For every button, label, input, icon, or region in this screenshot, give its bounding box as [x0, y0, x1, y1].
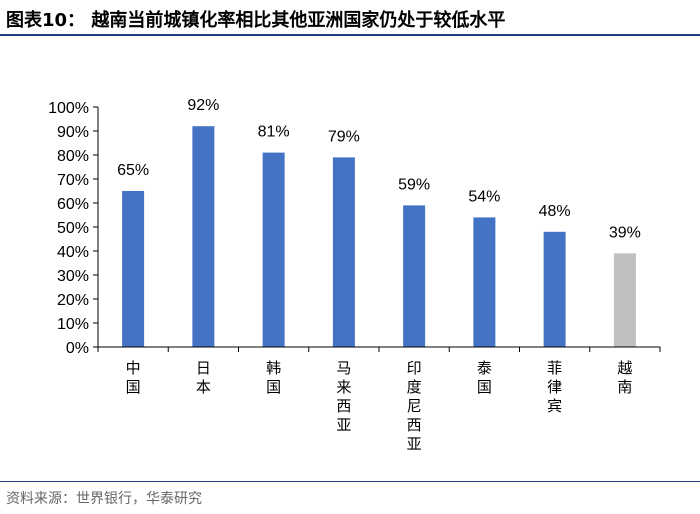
x-axis: 中国 日本 韩国 马来西亚 印度尼西亚 泰国 菲律宾 越南 [97, 346, 661, 453]
data-label: 54% [468, 188, 500, 205]
y-tick-label: 60% [57, 196, 89, 213]
x-category-label: 印度尼西亚 [407, 359, 422, 453]
x-category-label: 菲律宾 [547, 359, 562, 415]
y-tick-label: 80% [57, 148, 89, 165]
y-axis: 0% 10% 20% 30% 40% 50% 60% 70% 80% 90% 100% [48, 100, 99, 357]
bar [403, 205, 426, 347]
data-labels: 65% 92% 81% 79% 59% 54% 48% 39% [117, 97, 641, 241]
y-tick-label: 100% [48, 100, 89, 117]
y-tick-label: 0% [66, 340, 89, 357]
data-label: 48% [539, 203, 571, 220]
bar [543, 231, 566, 347]
data-label: 39% [609, 224, 641, 241]
bar-chart: 0% 10% 20% 30% 40% 50% 60% 70% 80% 90% 100% 65% 92%… [48, 97, 661, 453]
x-category-label: 韩国 [266, 359, 281, 396]
x-category-label: 马来西亚 [336, 359, 351, 434]
y-tick-label: 90% [57, 124, 89, 141]
title-rule [0, 34, 700, 36]
data-label: 92% [187, 97, 219, 114]
chart-area: 0% 10% 20% 30% 40% 50% 60% 70% 80% 90% 100% 65% 92%… [0, 40, 700, 480]
title-bar: 图表10： 越南当前城镇化率相比其他亚洲国家仍处于较低水平 [0, 0, 700, 36]
y-tick-label: 20% [57, 292, 89, 309]
bar [122, 191, 145, 347]
bar [473, 217, 496, 347]
source-note: 资料来源：世界银行，华泰研究 [6, 491, 202, 507]
chart-title: 图表10： 越南当前城镇化率相比其他亚洲国家仍处于较低水平 [6, 10, 506, 31]
y-tick-label: 50% [57, 220, 89, 237]
x-category-label: 日本 [196, 359, 211, 396]
data-label: 79% [328, 128, 360, 145]
bar [192, 126, 215, 347]
x-category-label: 泰国 [477, 359, 492, 396]
data-label: 81% [258, 124, 290, 141]
y-tick-label: 40% [57, 244, 89, 261]
bar [262, 152, 285, 347]
x-category-label: 越南 [617, 359, 632, 396]
y-tick-label: 30% [57, 268, 89, 285]
y-tick-label: 70% [57, 172, 89, 189]
bar [332, 157, 355, 347]
x-category-label: 中国 [126, 359, 141, 396]
bar [613, 253, 636, 347]
data-label: 59% [398, 176, 430, 193]
y-tick-label: 10% [57, 316, 89, 333]
bars [122, 126, 636, 347]
data-label: 65% [117, 162, 149, 179]
footer-rule [0, 481, 700, 482]
